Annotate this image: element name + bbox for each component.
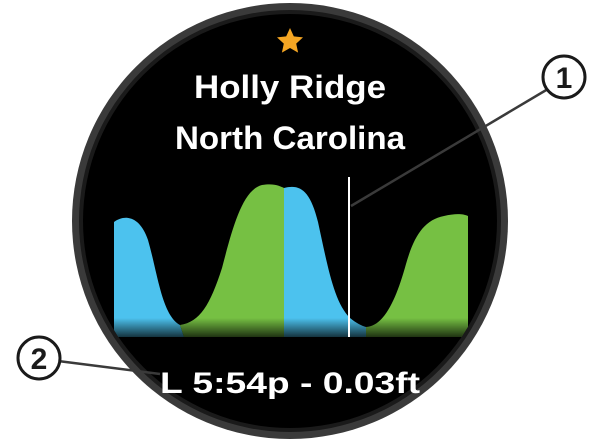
tide-segment-rising-2 [284, 186, 366, 337]
callout-2-badge [16, 335, 62, 381]
callout-2-number: 2 [31, 343, 48, 376]
callout-1-badge [541, 54, 587, 100]
star-icon [277, 28, 303, 53]
tide-segment-rising-1 [114, 217, 184, 337]
next-tide-readout: L 5:54p - 0.03ft [160, 367, 420, 400]
location-state: North Carolina [175, 120, 405, 156]
callout-1-leader [350, 84, 554, 208]
tide-segment-falling-2 [366, 214, 468, 337]
location-city: Holly Ridge [194, 69, 386, 105]
tide-chart-baseline-fade [110, 318, 472, 340]
tide-chart [110, 177, 472, 340]
tide-segment-falling-1 [180, 184, 284, 337]
callout-1-number: 1 [556, 62, 573, 95]
callout-2-leader [57, 359, 161, 376]
